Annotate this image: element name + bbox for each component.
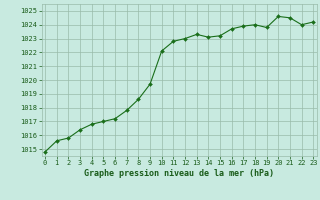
X-axis label: Graphe pression niveau de la mer (hPa): Graphe pression niveau de la mer (hPa) — [84, 169, 274, 178]
